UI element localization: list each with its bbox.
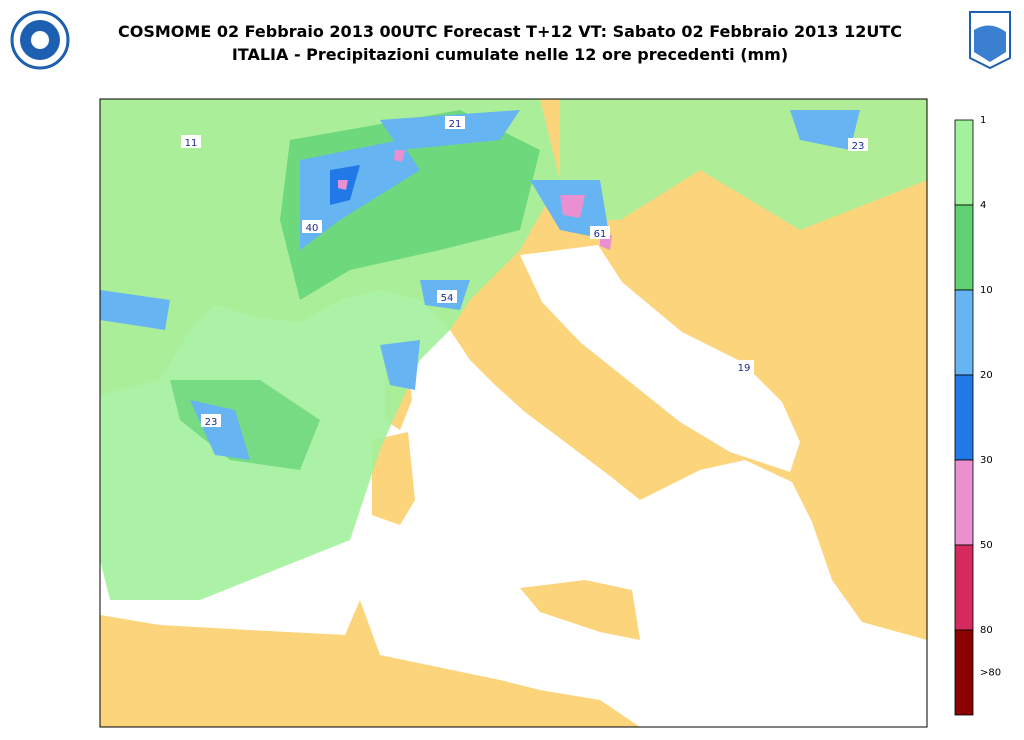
colorbar-label: 30 [980, 455, 993, 466]
subtitle: ITALIA - Precipitazioni cumulate nelle 1… [232, 45, 788, 64]
colorbar-segment [954, 119, 974, 206]
colorbar-label: 80 [980, 625, 993, 636]
map-label-box [201, 414, 221, 427]
logo-left [10, 10, 70, 70]
colorbar-segment [954, 544, 974, 631]
map-frame [99, 98, 928, 728]
title: COSMOME 02 Febbraio 2013 00UTC Forecast … [118, 22, 902, 41]
map-label: 40 [306, 223, 319, 234]
map-label: 23 [852, 141, 865, 152]
map-label-box [445, 116, 465, 129]
map-label-box [590, 226, 610, 239]
map-label-box [734, 360, 754, 373]
map-label-box [848, 138, 868, 151]
colorbar-segment [954, 374, 974, 461]
colorbar-segment [954, 629, 974, 716]
map-label-box [181, 135, 201, 148]
colorbar-label: >80 [980, 668, 1001, 679]
map-label: 61 [594, 229, 607, 240]
map-label: 21 [449, 119, 462, 130]
map-label: 11 [185, 138, 198, 149]
map-label-box [437, 290, 457, 303]
colorbar-label: 10 [980, 285, 993, 296]
colorbar-label: 20 [980, 370, 993, 381]
logo-right [969, 11, 1011, 70]
colorbar-label: 4 [980, 200, 986, 211]
map-label: 54 [441, 293, 454, 304]
colorbar-segment [954, 204, 974, 291]
colorbar-label: 50 [980, 540, 993, 551]
map-label-box [302, 220, 322, 233]
colorbar-segment [954, 459, 974, 546]
map: 11 21 23 40 54 61 19 23 [100, 99, 927, 727]
map-label: 23 [205, 417, 218, 428]
map-label: 19 [738, 363, 751, 374]
colorbar-label: 1 [980, 115, 986, 126]
colorbar-segment [954, 289, 974, 376]
